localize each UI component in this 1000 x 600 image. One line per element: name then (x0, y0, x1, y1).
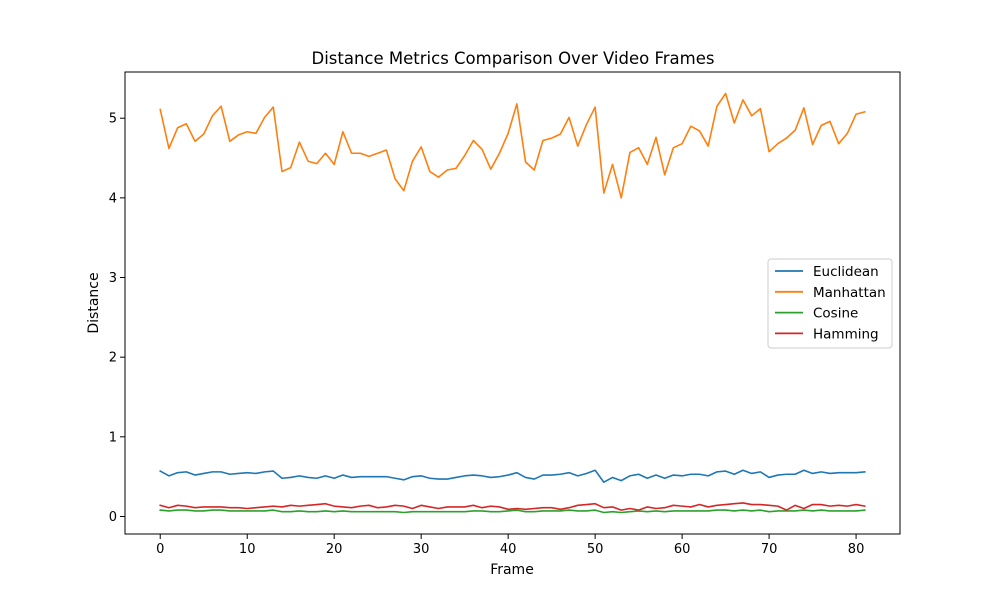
y-tick-label: 3 (109, 271, 117, 286)
series-line-euclidean (159, 469, 866, 484)
plot-area: 0 10 20 30 40 50 60 70 80 0 1 2 3 4 5 (109, 71, 901, 557)
legend-label-manhattan: Manhattan (813, 285, 886, 301)
x-tick-label: 0 (156, 542, 164, 557)
y-tick-label: 4 (109, 191, 117, 206)
series-line-hamming (159, 502, 866, 511)
x-tick-label: 30 (413, 542, 430, 557)
y-axis-ticks: 0 1 2 3 4 5 (109, 112, 125, 525)
x-tick-label: 50 (587, 542, 604, 557)
series-layer (159, 92, 866, 514)
chart-title: Distance Metrics Comparison Over Video F… (312, 49, 715, 68)
y-tick-label: 1 (109, 430, 117, 445)
series-line-manhattan (159, 92, 866, 199)
x-tick-label: 60 (674, 542, 691, 557)
y-tick-label: 2 (109, 351, 117, 366)
x-tick-label: 10 (239, 542, 256, 557)
y-tick-label: 0 (109, 510, 117, 525)
x-axis-ticks: 0 10 20 30 40 50 60 70 80 (156, 534, 864, 557)
y-axis-label: Distance (86, 272, 102, 333)
legend-label-euclidean: Euclidean (813, 264, 879, 280)
legend-box (767, 258, 893, 349)
x-tick-label: 80 (848, 542, 865, 557)
legend-label-hamming: Hamming (813, 326, 879, 342)
x-tick-label: 40 (500, 542, 517, 557)
legend-label-cosine: Cosine (813, 306, 858, 322)
y-tick-label: 5 (109, 112, 117, 127)
plot-frame (124, 71, 901, 535)
series-line-cosine (159, 509, 866, 514)
legend-items: Euclidean Manhattan Cosine Hamming (775, 264, 886, 342)
x-axis-label: Frame (490, 562, 534, 578)
legend: Euclidean Manhattan Cosine Hamming (767, 258, 893, 349)
x-tick-label: 20 (326, 542, 343, 557)
x-tick-label: 70 (761, 542, 778, 557)
